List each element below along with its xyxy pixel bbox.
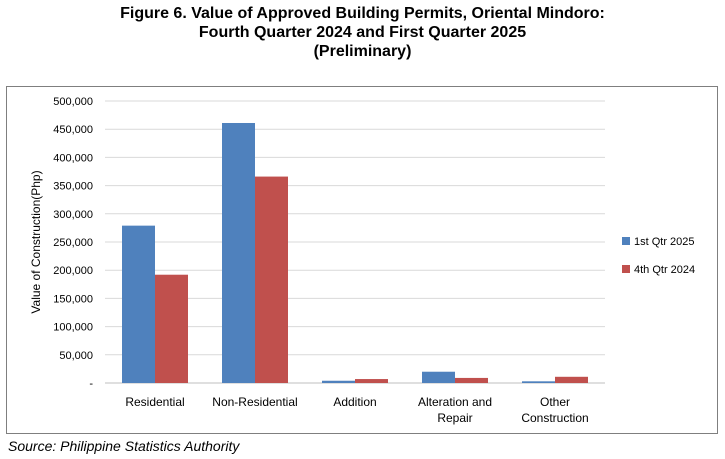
chart-title: Figure 6. Value of Approved Building Per… bbox=[0, 4, 725, 61]
y-tick-label: 300,000 bbox=[53, 209, 93, 221]
x-category-label: Addition bbox=[333, 395, 376, 409]
y-tick-label: 500,000 bbox=[53, 96, 93, 108]
y-tick-label: 250,000 bbox=[53, 237, 93, 249]
source-note: Source: Philippine Statistics Authority bbox=[8, 438, 240, 454]
bar-series-2 bbox=[455, 377, 488, 383]
y-tick-label: 50,000 bbox=[59, 350, 93, 362]
y-tick-label: 100,000 bbox=[53, 322, 93, 334]
title-line-1: Figure 6. Value of Approved Building Per… bbox=[120, 5, 605, 22]
x-category-label: Construction bbox=[521, 411, 588, 425]
bar-series-2 bbox=[155, 274, 188, 383]
x-category-label: Non-Residential bbox=[212, 395, 297, 409]
y-tick-label: 400,000 bbox=[53, 152, 93, 164]
y-tick-label: - bbox=[89, 378, 93, 390]
y-axis-title: Value of Construction(Php) bbox=[29, 170, 43, 313]
x-category-label: Residential bbox=[125, 395, 184, 409]
title-line-2: Fourth Quarter 2024 and First Quarter 20… bbox=[198, 24, 527, 41]
bar-series-1 bbox=[522, 381, 555, 383]
bar-series-1 bbox=[322, 380, 355, 383]
x-category-label: Repair bbox=[437, 411, 472, 425]
legend-swatch bbox=[622, 237, 630, 245]
bar-series-1 bbox=[122, 225, 155, 383]
bar-series-2 bbox=[255, 176, 288, 383]
legend-swatch bbox=[622, 265, 630, 273]
title-line-3: (Preliminary) bbox=[313, 43, 412, 60]
bar-series-2 bbox=[555, 376, 588, 383]
x-category-label: Alteration and bbox=[418, 395, 492, 409]
y-tick-label: 350,000 bbox=[53, 181, 93, 193]
y-tick-label: 450,000 bbox=[53, 124, 93, 136]
bar-series-1 bbox=[222, 122, 255, 383]
legend-label: 1st Qtr 2025 bbox=[634, 236, 695, 248]
bar-series-1 bbox=[422, 371, 455, 383]
legend-label: 4th Qtr 2024 bbox=[634, 264, 695, 276]
y-tick-label: 150,000 bbox=[53, 293, 93, 305]
y-tick-label: 200,000 bbox=[53, 265, 93, 277]
bar-series-2 bbox=[355, 379, 388, 383]
x-category-label: Other bbox=[540, 395, 570, 409]
